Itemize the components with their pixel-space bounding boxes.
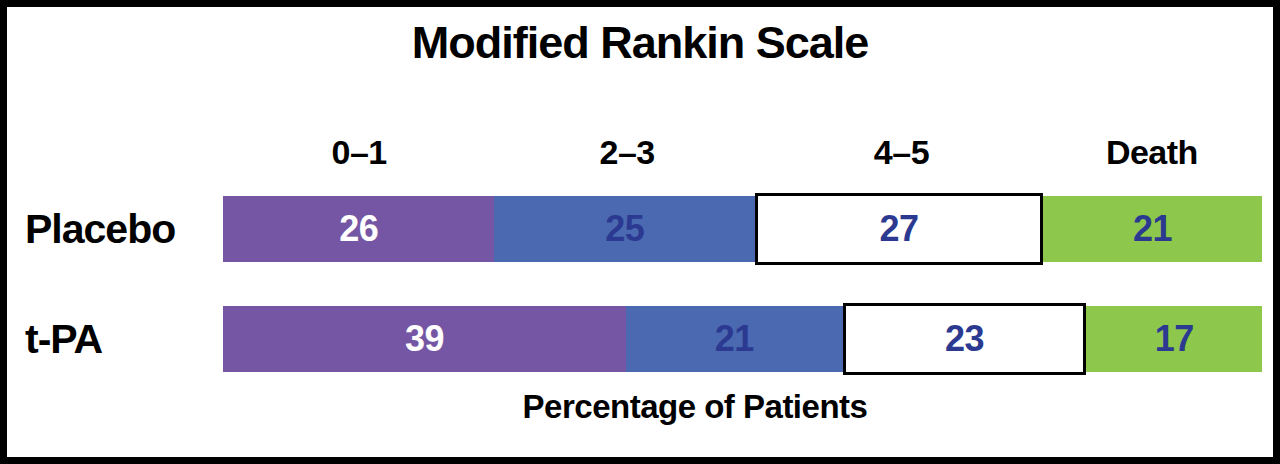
bar-tpa: 39 21 23 17 bbox=[223, 306, 1262, 372]
category-header-row: 0–1 2–3 4–5 Death bbox=[223, 133, 1262, 177]
chart-title: Modified Rankin Scale bbox=[7, 17, 1273, 69]
bar-segment-placebo-4-5: 27 bbox=[755, 193, 1043, 265]
segment-value: 23 bbox=[945, 318, 984, 360]
bar-segment-tpa-4-5: 23 bbox=[843, 303, 1087, 375]
bar-segment-placebo-death: 21 bbox=[1043, 196, 1262, 262]
x-axis-label: Percentage of Patients bbox=[117, 388, 1273, 426]
bar-segment-tpa-death: 17 bbox=[1086, 306, 1262, 372]
row-label-tpa: t-PA bbox=[25, 306, 221, 372]
bar-placebo: 26 25 27 21 bbox=[223, 196, 1262, 262]
segment-value: 27 bbox=[880, 208, 919, 250]
bar-segment-placebo-2-3: 25 bbox=[494, 196, 755, 262]
category-label-2-3: 2–3 bbox=[600, 133, 655, 172]
segment-value: 17 bbox=[1155, 318, 1194, 360]
category-label-4-5: 4–5 bbox=[874, 133, 929, 172]
chart-frame: Modified Rankin Scale 0–1 2–3 4–5 Death … bbox=[0, 0, 1280, 464]
category-label-death: Death bbox=[1106, 133, 1198, 172]
segment-value: 25 bbox=[605, 208, 644, 250]
segment-value: 26 bbox=[339, 208, 378, 250]
bar-segment-placebo-0-1: 26 bbox=[223, 196, 494, 262]
category-label-0-1: 0–1 bbox=[331, 133, 386, 172]
bar-segment-tpa-0-1: 39 bbox=[223, 306, 626, 372]
segment-value: 21 bbox=[1133, 208, 1172, 250]
row-label-placebo: Placebo bbox=[25, 196, 221, 262]
segment-value: 39 bbox=[405, 318, 444, 360]
bar-segment-tpa-2-3: 21 bbox=[626, 306, 843, 372]
segment-value: 21 bbox=[715, 318, 754, 360]
